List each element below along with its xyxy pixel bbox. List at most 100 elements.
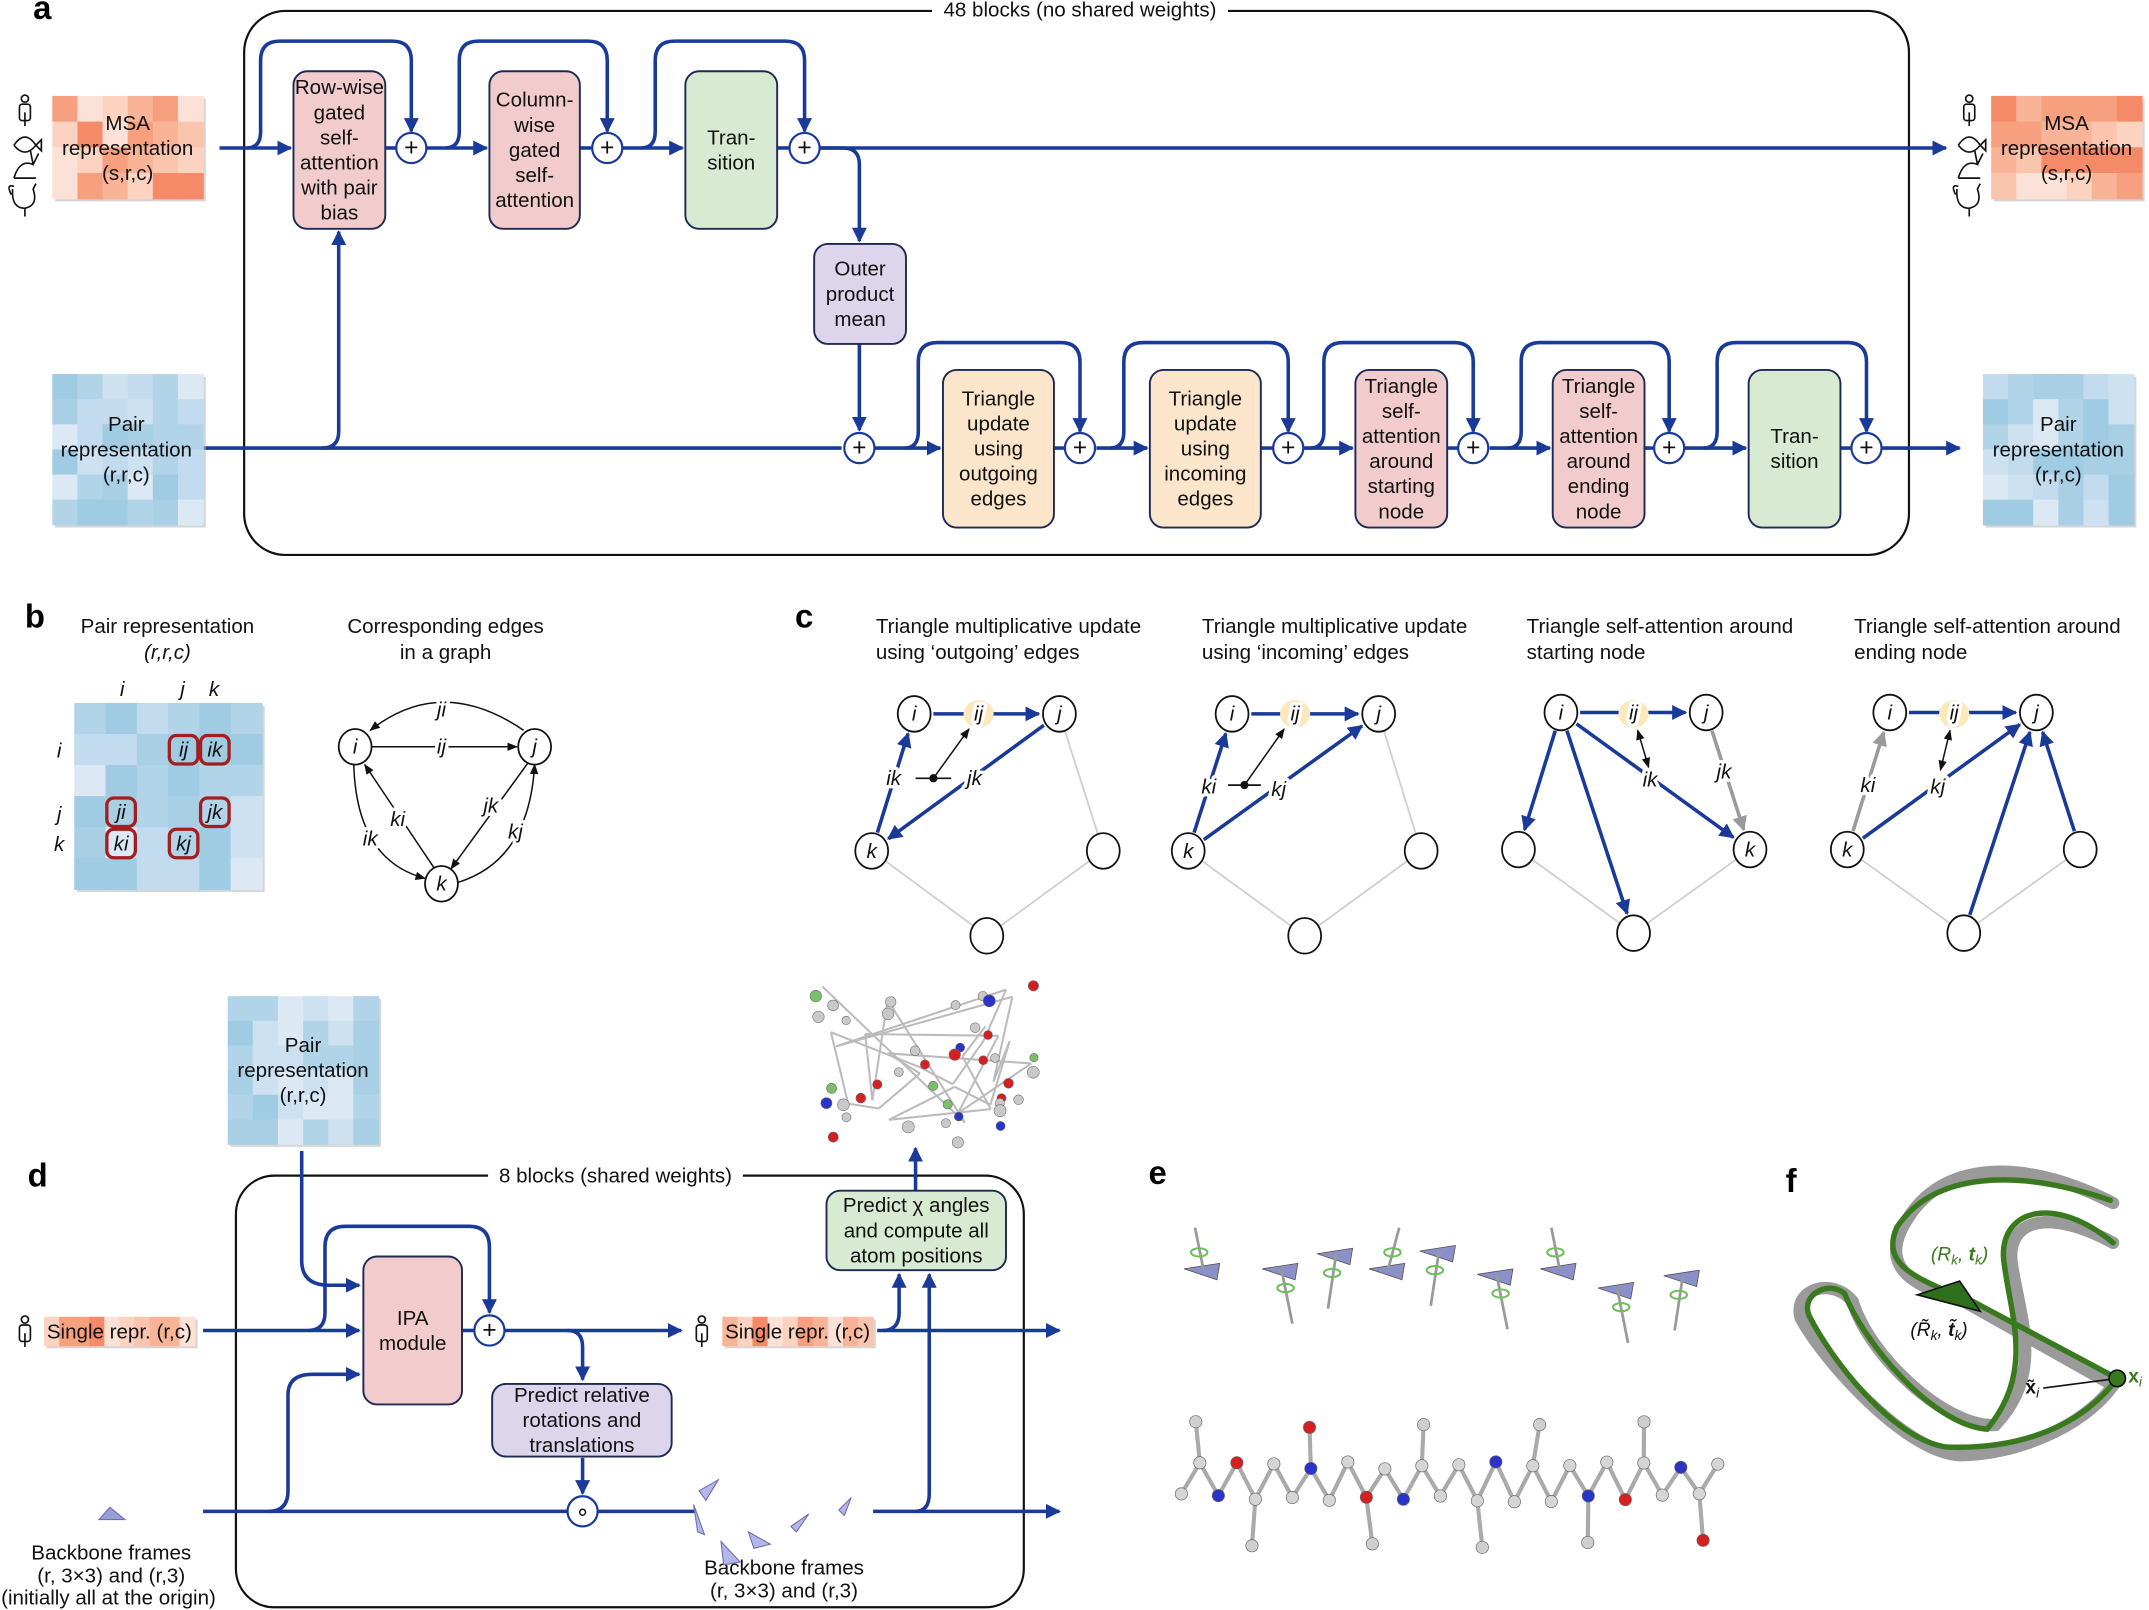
pair-output-label-line: Pair: [2040, 413, 2077, 436]
row-wise-gated-self-attention-box-shape: [292, 70, 387, 230]
edge-label: ik: [886, 767, 903, 790]
pair-input-label-d-line: Pair: [285, 1034, 322, 1057]
edge-ik: [353, 764, 427, 880]
atom-ball: [841, 1112, 852, 1123]
matrix-title: Pair representation: [81, 615, 255, 638]
heatmap-cell: [199, 858, 232, 890]
true-frame-label: (R̃k, t̃k): [1910, 1319, 1967, 1343]
side-chain-frame: [1183, 1227, 1221, 1281]
heatmap-cell: [277, 1119, 304, 1145]
graph-node: [969, 917, 1005, 955]
edge-label: kj: [1930, 775, 1946, 798]
msa-representation-output: [1991, 95, 2145, 202]
active-edge: [875, 732, 912, 834]
heatmap-cell: [227, 1094, 254, 1121]
heatmap-cell: [136, 702, 169, 735]
atom-ball: [1415, 1459, 1429, 1473]
atom-ball: [983, 994, 996, 1008]
heatmap-cell: [105, 733, 138, 766]
node-label: j: [1373, 703, 1382, 726]
heatmap-cell: [105, 858, 138, 890]
atom-ball: [1711, 1457, 1725, 1471]
triangle-attention-starting-box-line: self-: [1382, 400, 1421, 423]
atom-ball: [885, 996, 897, 1008]
edge-label: ij: [1629, 701, 1640, 724]
heatmap-cell: [353, 1070, 380, 1096]
heatmap-cell: [1982, 499, 2009, 526]
atom-ball: [1230, 1456, 1244, 1470]
heatmap-cell: [2033, 449, 2059, 476]
heatmap-cell: [303, 1119, 329, 1145]
msa-transition-box[interactable]: Tran-sition: [684, 70, 779, 230]
panel-b-pair-representation: Pair representation (r,r,c) i j k i j k …: [54, 615, 552, 903]
pair-transition-box[interactable]: Tran-sition: [1747, 368, 1842, 529]
triangle-attention-starting-box-line: node: [1378, 500, 1424, 523]
atom-ball: [978, 1055, 988, 1066]
row-wise-gated-self-attention-box-line: Row-wise: [295, 76, 384, 99]
highlighted-cell-kj: [167, 827, 200, 860]
highlighted-cell-jk: [198, 796, 231, 829]
true-atom-label: x̃i: [2025, 1378, 2040, 1401]
single-representation-output: Single repr. (r,c): [722, 1316, 876, 1349]
heatmap-cell: [2016, 147, 2043, 174]
ball-and-stick-chain: [1174, 1415, 1725, 1554]
residual-skip-connection: [246, 39, 419, 150]
graph-node: [896, 695, 932, 733]
graph-node: [1688, 693, 1724, 732]
pair-add-node: +: [1653, 431, 1686, 465]
heatmap-cell: [277, 1094, 304, 1121]
heatmap-cell: [136, 827, 169, 859]
heatmap-cell: [1982, 374, 2009, 400]
heatmap-cell: [52, 121, 79, 148]
triangle-subpanel-1: Triangle multiplicative update using ‘out…: [854, 615, 1141, 955]
heatmap-cell: [127, 474, 154, 501]
backbone-frame-icon: [698, 1478, 720, 1502]
side-chain-frame: [1540, 1227, 1577, 1281]
triangle-attention-starting-box-shape: [1354, 368, 1449, 529]
plus-icon: [788, 131, 821, 165]
pair-input-label-line: representation: [61, 438, 192, 461]
panel-label-d: d: [28, 1157, 48, 1194]
heatmap-cell: [2116, 121, 2143, 148]
heatmap-cell: [152, 172, 179, 200]
row-wise-gated-self-attention-box-line: bias: [321, 202, 359, 225]
node-label-j: j: [529, 736, 538, 759]
triangle-attention-ending-box-line: Triangle: [1562, 375, 1635, 398]
atom-ball: [920, 1059, 930, 1070]
heatmap-cell: [2058, 449, 2085, 476]
heatmap-cell: [812, 1316, 829, 1347]
graph-edge: [1000, 860, 1090, 927]
frames-in-label: Backbone frames: [31, 1541, 191, 1564]
heatmap-cell: [152, 474, 179, 501]
pair-input-label-d-line: (r,r,c): [280, 1084, 327, 1107]
atom-ball: [827, 999, 839, 1012]
pair-bias-arrow: [322, 230, 347, 450]
triangle-attention-ending-box-shape: [1551, 368, 1646, 529]
atom-ball: [855, 1092, 866, 1104]
interaction-arrow: [1243, 728, 1285, 786]
node-label: j: [1054, 703, 1063, 726]
atom-ball: [1618, 1493, 1632, 1507]
plus-symbol: +: [1281, 435, 1295, 462]
heatmap-cell: [353, 1094, 380, 1121]
triangle-attention-ending-box-line: ending: [1568, 475, 1630, 498]
heatmap-cell: [177, 121, 204, 148]
atom-ball: [1696, 1533, 1710, 1547]
heatmap-cell: [102, 424, 129, 451]
atom-ball: [820, 1097, 833, 1109]
compose-icon: [566, 1495, 599, 1528]
side-chain-frame: [1597, 1282, 1635, 1344]
msa-output-label-line: MSA: [2044, 112, 2089, 135]
chicken-icon: [8, 183, 37, 217]
heatmap-cell: [227, 1119, 254, 1145]
